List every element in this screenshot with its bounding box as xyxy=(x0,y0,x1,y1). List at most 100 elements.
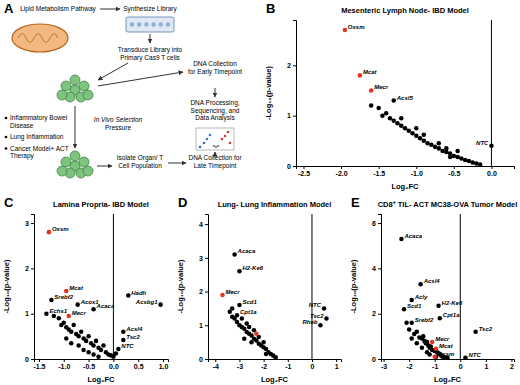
point xyxy=(414,126,419,131)
chart-panel: ECD8⁺ TIL- ACT MC38-OVA Tumor ModelLog₂F… xyxy=(349,195,517,384)
bullet-text: Disease xyxy=(10,122,34,129)
y-tick-label: 4 xyxy=(199,221,203,228)
point xyxy=(116,347,121,352)
y-tick: 0 xyxy=(372,356,381,363)
x-tick-mark xyxy=(163,359,164,362)
x-tick: 2 xyxy=(510,359,514,370)
bullet-text: Lung Inflammation xyxy=(10,133,64,141)
x-tick-label: 0 xyxy=(459,363,463,370)
bullet-text: Cancer Model+ ACT xyxy=(10,145,69,152)
plot-area: -4-3-2-10101234AcacaH2-Ke6Scd1Cpt1aNTCTs… xyxy=(199,214,341,370)
x-tick-label: -2.0 xyxy=(336,170,348,177)
arrow xyxy=(75,106,76,148)
point xyxy=(402,307,407,312)
x-axis-title: Log₂FC xyxy=(261,375,289,384)
point xyxy=(126,293,131,298)
x-tick-label: 0.0 xyxy=(487,170,497,177)
point-labels: Srebf2Acox1Echs1AcacaHadhAcsbg1Acsl4Tsc2… xyxy=(49,226,158,349)
volcano-icon-dot xyxy=(199,146,202,149)
point-label: Mecr xyxy=(226,289,241,295)
x-tick-label: -1 xyxy=(285,363,291,370)
t-cell xyxy=(57,90,67,100)
point-label: Tsc2 xyxy=(479,326,493,332)
reference-line xyxy=(113,214,114,359)
point-label: Cpt1a xyxy=(240,309,257,315)
arrow xyxy=(98,63,128,80)
point xyxy=(448,155,453,160)
points xyxy=(44,230,163,359)
y-tick: 2 xyxy=(372,310,381,317)
point xyxy=(376,106,381,111)
x-tick: -1 xyxy=(432,359,438,370)
x-tick-mark xyxy=(304,166,305,169)
chart-title: CD8⁺ TIL- ACT MC38-OVA Tumor Model xyxy=(378,200,518,209)
x-tick-label: -2 xyxy=(407,363,413,370)
point xyxy=(415,341,420,346)
point xyxy=(473,330,478,335)
x-tick-label: -2 xyxy=(261,363,267,370)
diagram-label: Data Analysis xyxy=(195,114,235,122)
point xyxy=(427,352,432,357)
chart-panel: CLamina Propria- IBD ModelLog₂FC-Log₁₀(p… xyxy=(2,195,169,384)
x-tick: -0.5 xyxy=(448,166,460,177)
diagram-label: Late Timepoint xyxy=(194,162,237,170)
x-tick: 1.0 xyxy=(159,359,169,370)
x-axis: -4-3-2-101 xyxy=(209,359,342,370)
point xyxy=(101,343,106,348)
x-axis-line xyxy=(297,167,515,170)
point xyxy=(76,334,81,339)
y-tick: 2 xyxy=(287,62,296,69)
plate-well xyxy=(166,22,170,26)
point xyxy=(273,355,278,359)
point xyxy=(395,121,400,126)
point xyxy=(47,230,52,235)
y-axis: 0123 xyxy=(25,215,34,363)
point-label: Hadh xyxy=(131,290,146,296)
diagram-label: for Early Timepoint xyxy=(188,68,242,76)
point xyxy=(121,338,126,343)
x-tick-mark xyxy=(409,359,410,362)
volcano-icon-dot xyxy=(217,145,220,148)
y-tick-mark xyxy=(378,359,381,360)
point xyxy=(437,141,442,146)
volcano-icon-dot xyxy=(224,135,227,138)
point xyxy=(99,348,104,353)
y-tick: 2 xyxy=(199,288,208,295)
point-label: Mcat xyxy=(69,285,84,291)
point-label: Srebf2 xyxy=(415,317,434,323)
bullet-text: Therapy xyxy=(10,152,35,160)
point xyxy=(388,116,393,121)
point-label: Acsl5 xyxy=(396,95,414,101)
y-tick-mark xyxy=(293,65,296,66)
figure: ALipid Metabolism PathwaySynthesize Libr… xyxy=(0,0,520,385)
x-axis-title: Log₂FC xyxy=(391,182,419,191)
t-cell xyxy=(79,157,89,167)
point-label: NTC xyxy=(468,352,481,358)
y-tick-mark xyxy=(31,223,34,224)
y-tick-label: 6 xyxy=(372,220,376,227)
y-axis-title: -Log₁₀(p-value) xyxy=(349,259,358,313)
point xyxy=(49,298,54,303)
point xyxy=(369,88,374,93)
x-tick-mark xyxy=(491,166,492,169)
y-axis: 0246 xyxy=(372,215,381,363)
point-label: Oxsm xyxy=(438,351,455,357)
point xyxy=(81,348,86,353)
chart-title: Lung- Lung Inflammation Model xyxy=(218,200,332,209)
point xyxy=(86,334,91,339)
point-labels: AcacaH2-Ke6Scd1Cpt1aNTCTsc2RhebMecr xyxy=(226,248,325,325)
volcano-icon-dot xyxy=(221,138,224,141)
point xyxy=(415,330,420,335)
y-tick-label: 1 xyxy=(199,322,203,329)
x-tick: -4 xyxy=(213,359,219,370)
point-label: Oxsm xyxy=(52,226,69,232)
x-tick-label: -3 xyxy=(237,363,243,370)
x-tick-label: -4 xyxy=(213,363,219,370)
y-tick: 1 xyxy=(199,322,208,329)
point xyxy=(478,162,483,166)
point xyxy=(64,289,69,294)
plot-area: -3-2-10120246AcacaAcsl4H2-Ke6Scd1AclyCpt… xyxy=(372,214,514,370)
point xyxy=(407,327,412,332)
y-axis-title: -Log₁₀(p-value) xyxy=(264,66,273,120)
point xyxy=(414,134,419,139)
